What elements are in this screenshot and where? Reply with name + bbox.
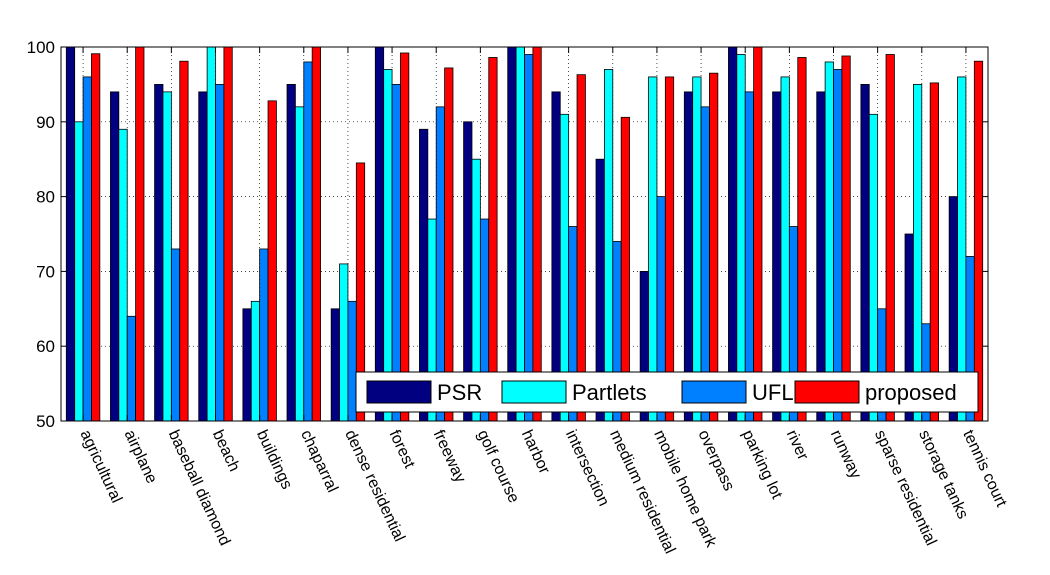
bar-proposed-chaparral	[311, 46, 321, 422]
bar-ufl-harbor	[524, 54, 534, 422]
legend-label-partlets: Partlets	[572, 380, 647, 405]
bar-proposed-buildings	[267, 100, 277, 422]
bar-psr-dense-residential	[330, 308, 340, 422]
bar-proposed-parking-lot	[753, 46, 763, 422]
bar-proposed-intersection	[576, 74, 586, 422]
x-category-label: forest	[385, 428, 418, 472]
bar-partlets-harbor	[515, 46, 525, 422]
bar-proposed-forest	[400, 52, 410, 422]
bar-partlets-chaparral	[294, 106, 305, 422]
y-axis-ticks: 50 60 70 80 90 100	[27, 38, 988, 431]
bar-partlets-river	[780, 76, 790, 422]
x-category-label: parking lot	[739, 428, 786, 503]
bar-partlets-buildings	[250, 300, 261, 422]
bar-psr-harbor	[507, 46, 517, 422]
bar-proposed-mobile-home-park	[664, 76, 675, 422]
bar-partlets-airplane	[118, 128, 128, 422]
bar-psr-baseball-diamond	[154, 84, 164, 422]
bar-proposed-runway	[841, 55, 851, 422]
bar-partlets-runway	[824, 61, 834, 422]
bars	[65, 46, 984, 422]
legend-swatch-psr	[366, 380, 432, 404]
y-tick-label: 70	[36, 262, 55, 281]
bar-ufl-beach	[215, 84, 225, 422]
bar-proposed-beach	[223, 46, 233, 422]
bar-partlets-tennis-court	[957, 76, 967, 422]
bar-partlets-mobile-home-park	[648, 76, 658, 422]
bar-ufl-dense-residential	[347, 300, 357, 422]
legend: PSR Partlets UFL proposed	[355, 371, 979, 413]
x-category-label: intersection	[562, 428, 612, 509]
x-category-label: buildings	[253, 428, 295, 492]
bar-psr-beach	[198, 91, 208, 422]
legend-swatch-partlets	[501, 380, 567, 404]
bar-proposed-airplane	[135, 46, 145, 422]
legend-label-psr: PSR	[437, 380, 482, 405]
bar-partlets-forest	[383, 69, 393, 422]
bar-psr-airplane	[110, 91, 120, 422]
legend-label-proposed: proposed	[865, 380, 957, 405]
legend-swatch-proposed	[794, 380, 860, 404]
bar-psr-sparse-residential	[860, 84, 870, 422]
bar-proposed-agricultural	[91, 53, 101, 422]
bar-partlets-agricultural	[74, 121, 84, 422]
bar-proposed-golf-course	[488, 57, 498, 422]
bar-partlets-baseball-diamond	[162, 91, 172, 422]
x-category-label: harbor	[518, 428, 553, 478]
x-category-label: runway	[827, 428, 864, 482]
x-category-label: river	[783, 428, 812, 464]
bar-proposed-river	[797, 57, 807, 422]
bar-partlets-parking-lot	[736, 54, 746, 422]
x-category-label: freeway	[430, 428, 469, 486]
bar-ufl-agricultural	[82, 76, 92, 422]
legend-swatch-ufl	[681, 380, 747, 404]
bar-partlets-medium-residential	[603, 69, 614, 422]
x-category-label: overpass	[694, 428, 737, 494]
bar-psr-forest	[374, 46, 385, 422]
bar-proposed-sparse-residential	[885, 54, 895, 422]
bar-partlets-overpass	[692, 76, 702, 422]
x-category-label: golf course	[474, 428, 523, 506]
y-tick-label: 80	[36, 188, 55, 207]
bar-ufl-buildings	[259, 248, 269, 422]
bar-psr-agricultural	[65, 46, 76, 422]
bar-ufl-forest	[391, 84, 401, 422]
bar-psr-buildings	[242, 308, 252, 422]
y-tick-label: 50	[36, 412, 55, 431]
x-category-label: beach	[209, 428, 243, 475]
x-category-label: airplane	[121, 428, 161, 487]
bar-psr-chaparral	[286, 84, 296, 422]
legend-box	[355, 371, 979, 413]
bar-psr-parking-lot	[728, 46, 738, 422]
y-tick-label: 60	[36, 337, 55, 356]
bar-partlets-dense-residential	[339, 263, 349, 422]
bar-ufl-chaparral	[303, 61, 313, 422]
x-category-label: chaparral	[297, 428, 341, 496]
bar-ufl-baseball-diamond	[170, 248, 181, 422]
bar-proposed-overpass	[709, 72, 719, 422]
bar-partlets-storage-tanks	[912, 84, 923, 422]
legend-label-ufl: UFL	[752, 380, 794, 405]
bar-ufl-runway	[833, 69, 843, 422]
bar-proposed-tennis-court	[973, 60, 984, 422]
y-tick-label: 90	[36, 113, 55, 132]
x-category-label: tennis court	[959, 428, 1010, 511]
bar-proposed-storage-tanks	[929, 82, 939, 422]
bar-proposed-baseball-diamond	[179, 60, 189, 422]
bar-proposed-harbor	[532, 46, 542, 422]
bar-proposed-freeway	[444, 67, 454, 422]
y-tick-label: 100	[27, 38, 55, 57]
bar-partlets-beach	[206, 46, 216, 422]
x-category-label: agricultural	[76, 428, 124, 506]
bar-ufl-airplane	[126, 315, 137, 422]
